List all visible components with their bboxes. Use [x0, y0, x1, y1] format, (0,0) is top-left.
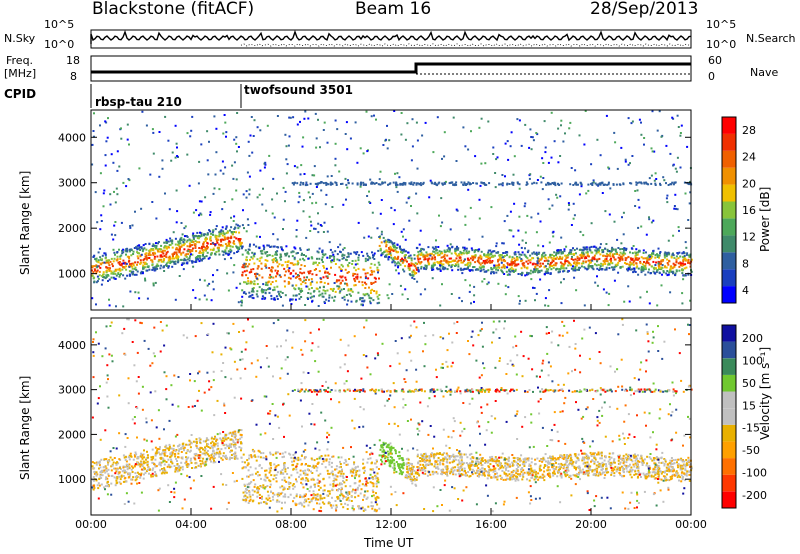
x-tick-label: 12:00: [375, 518, 407, 531]
velocity-colorbar-segment: [722, 458, 736, 475]
velocity-colorbar-tick: -100: [742, 467, 767, 480]
power-colorbar-segment: [722, 184, 736, 202]
power-colorbar-segment: [722, 252, 736, 270]
x-tick-label: 20:00: [575, 518, 607, 531]
nsky-tick-top: 10^5: [44, 18, 75, 31]
x-tick-label: 00:00: [675, 518, 707, 531]
power-colorbar-segment: [722, 117, 736, 134]
velocity-colorbar-segment: [722, 474, 736, 492]
x-axis-label: Time UT: [364, 536, 414, 550]
power-colorbar-tick: 16: [742, 204, 756, 217]
velocity-panel-background: [91, 318, 691, 515]
power-colorbar-segment: [722, 167, 736, 185]
power-colorbar-segment: [722, 235, 736, 253]
power-colorbar-segment: [722, 286, 736, 304]
freq-label-line1: Freq.: [6, 54, 34, 67]
velocity-colorbar-tick: 15: [742, 399, 756, 412]
power-panel-background: [91, 110, 691, 310]
velocity-colorbar-tick: 200: [742, 332, 763, 345]
velocity-colorbar-segment: [722, 408, 736, 425]
power-colorbar-segment: [722, 133, 736, 151]
cpid-label: CPID: [4, 87, 37, 101]
nsky-tick-bottom: 10^0: [44, 38, 75, 51]
nave-tick-0: 0: [708, 70, 715, 83]
nsky-trace: [90, 29, 692, 44]
freq-trace: [91, 62, 691, 74]
velocity-colorbar-tick: -50: [742, 444, 760, 457]
velocity-ytick-label: 4000: [58, 339, 86, 352]
power-colorbar-segment: [722, 269, 736, 287]
power-panel: 1000 2000 3000 4000 28 24 20 16 12 8 4: [58, 109, 756, 311]
velocity-ytick-label: 2000: [58, 428, 86, 441]
power-ytick-label: 1000: [58, 268, 86, 281]
velocity-colorbar-segment: [722, 325, 736, 342]
velocity-colorbar-segment: [722, 341, 736, 359]
power-colorbar-tick: 20: [742, 177, 756, 190]
velocity-colorbar-segment: [722, 424, 736, 442]
station-title: Blackstone (fitACF): [92, 0, 255, 19]
velocity-colorbar-segment: [722, 491, 736, 509]
freq-panel-frame: [90, 55, 692, 82]
velocity-colorbar-segment: [722, 358, 736, 375]
cpid-mode-1: rbsp-tau 210: [95, 95, 182, 109]
power-colorbar-tick: 24: [742, 151, 756, 164]
nave-label: Nave: [750, 66, 779, 79]
nsearch-tick-top: 10^5: [706, 18, 737, 31]
x-tick-label: 08:00: [275, 518, 307, 531]
power-scatter-cells: [91, 110, 693, 308]
nsearch-tick-bottom: 10^0: [706, 38, 737, 51]
velocity-colorbar-segment: [722, 441, 736, 459]
x-tick-label: 00:00: [75, 518, 107, 531]
power-colorbar-tick: 28: [742, 124, 756, 137]
velocity-colorbar-tick: -15: [742, 422, 760, 435]
cpid-mode-2: twofsound 3501: [244, 83, 353, 97]
power-colorbar-tick: 8: [742, 257, 749, 270]
power-ytick-label: 3000: [58, 177, 86, 190]
velocity-colorbar-tick: -200: [742, 489, 767, 502]
velocity-colorbar-frame: [721, 324, 737, 509]
velocity-ytick-label: 3000: [58, 384, 86, 397]
x-tick-label: 16:00: [475, 518, 507, 531]
power-colorbar-tick: 4: [742, 284, 749, 297]
x-tick-label: 04:00: [175, 518, 207, 531]
velocity-panel: 1000 2000 3000 4000 200 100 50 15 -15 -50 -100 -200: [58, 317, 767, 516]
velocity-colorbar-segment: [722, 391, 736, 409]
power-ytick-label: 4000: [58, 131, 86, 144]
velocity-scatter-cells: [91, 318, 693, 513]
power-colorbar-frame: [721, 116, 737, 304]
velocity-colorbar-tick: 100: [742, 354, 763, 367]
velocity-ytick-label: 1000: [58, 473, 86, 486]
nave-tick-60: 60: [708, 54, 722, 67]
power-colorbar-tick: 12: [742, 231, 756, 244]
velocity-colorbar-segment: [722, 374, 736, 392]
nsearch-trace: [240, 43, 692, 47]
nsearch-label: N.Search: [746, 32, 796, 45]
beam-title: Beam 16: [355, 0, 432, 19]
power-colorbar-segment: [722, 150, 736, 168]
power-colorbar-segment: [722, 218, 736, 236]
freq-label-line2: [MHz]: [4, 67, 37, 80]
freq-tick-8: 8: [70, 70, 77, 83]
power-ytick-label: 2000: [58, 222, 86, 235]
velocity-colorbar-tick: 50: [742, 377, 756, 390]
nsky-label: N.Sky: [4, 32, 36, 45]
power-colorbar-segment: [722, 201, 736, 219]
date-title: 28/Sep/2013: [590, 0, 699, 19]
freq-tick-18: 18: [66, 54, 80, 67]
